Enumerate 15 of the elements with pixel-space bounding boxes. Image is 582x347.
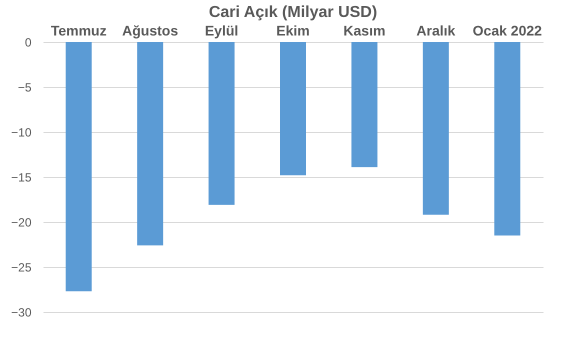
x-tick-label: Ağustos	[122, 22, 178, 38]
x-tick-label: Ekim	[276, 22, 310, 38]
x-tick-label: Eylül	[204, 22, 238, 38]
y-tick-label: −10	[11, 126, 32, 140]
y-tick-label: −15	[11, 170, 32, 184]
x-tick-label: Kasım	[343, 22, 386, 38]
x-tick-label: Ocak 2022	[472, 22, 542, 38]
x-tick-label: Aralık	[416, 22, 456, 38]
chart-title: Cari Açık (Milyar USD)	[208, 4, 378, 21]
y-tick-label: 0	[24, 36, 32, 50]
y-tick-label: −25	[11, 260, 32, 274]
y-tick-label: −20	[11, 216, 32, 230]
x-tick-label: Temmuz	[50, 22, 107, 38]
y-tick-label: −5	[18, 80, 32, 94]
y-tick-label: −30	[11, 306, 32, 320]
